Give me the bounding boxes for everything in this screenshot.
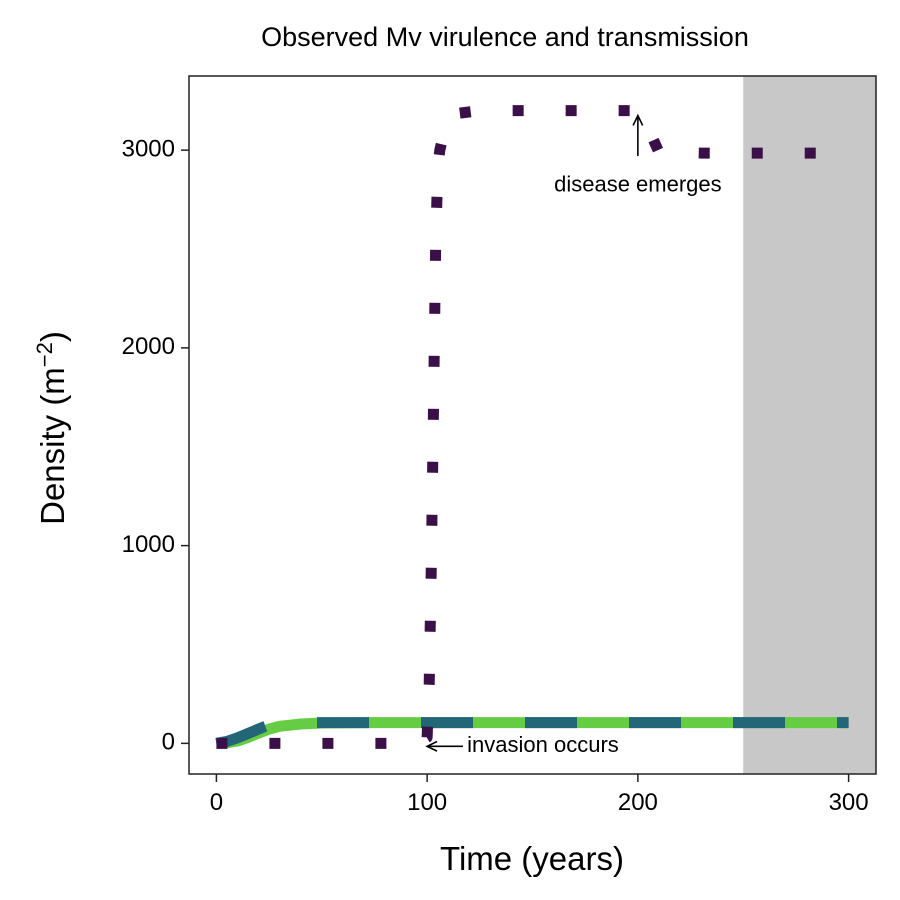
annotation-label: invasion occurs <box>467 732 619 757</box>
x-tick-label: 0 <box>210 789 223 816</box>
y-tick-label: 0 <box>162 729 175 756</box>
x-axis: 0 100 200 300 <box>210 774 869 816</box>
y-axis-title: Density (m−2) <box>32 331 72 525</box>
series-line-dotted <box>216 105 849 749</box>
y-axis-title-sup: −2 <box>32 342 57 367</box>
x-tick-label: 200 <box>618 789 658 816</box>
series-line-dashed <box>215 717 849 749</box>
y-tick-label: 1000 <box>122 531 175 558</box>
annotation-arrowhead <box>632 113 644 126</box>
y-axis-title-close: ) <box>34 331 71 342</box>
y-tick-label: 3000 <box>122 135 175 162</box>
y-tick-label: 2000 <box>122 333 175 360</box>
x-axis-title: Time (years) <box>440 840 624 877</box>
chart-title: Observed Mv virulence and transmission <box>261 22 749 52</box>
annotation-arrowhead <box>425 740 438 752</box>
x-tick-label: 100 <box>407 789 447 816</box>
plot-area: disease emerges invasion occurs <box>188 75 877 775</box>
x-tick-label: 300 <box>829 789 869 816</box>
y-axis: 0 1000 2000 3000 <box>122 135 189 756</box>
panel-border <box>188 75 877 775</box>
y-axis-title-base: Density (m <box>34 367 71 525</box>
annotation-label: disease emerges <box>554 172 722 197</box>
shaded-region <box>743 76 876 774</box>
